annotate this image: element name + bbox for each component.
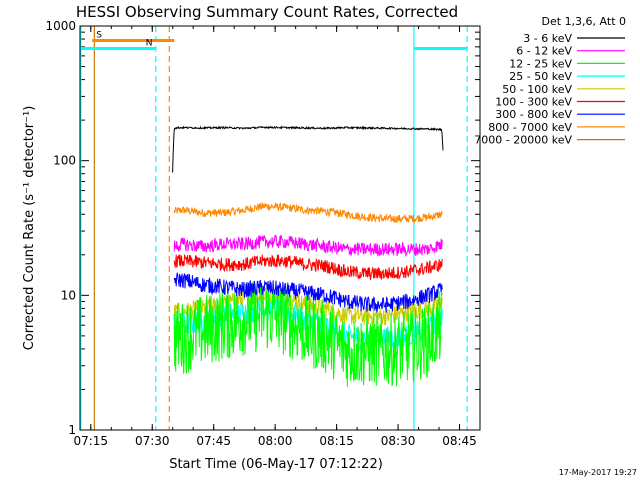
x-tick-label: 07:45 [196,434,231,448]
legend-label: 3 - 6 keV [523,32,572,45]
x-tick-label: 08:15 [319,434,354,448]
x-tick-label: 07:30 [135,434,170,448]
y-tick-label: 10 [61,288,76,302]
legend-label: 300 - 800 keV [495,108,572,121]
series-line [173,202,443,225]
legend-label: 7000 - 20000 keV [474,134,572,147]
chart-ylabel: Corrected Count Rate (s⁻¹ detector⁻¹) [22,106,37,351]
timestamp: 17-May-2017 19:27 [559,468,637,477]
flag-label: S [96,31,102,41]
series-line [173,234,443,258]
y-tick-label: 100 [53,154,76,168]
series-line [173,272,443,314]
series-line [173,287,443,326]
chart-xlabel: Start Time (06-May-17 07:12:22) [169,457,383,472]
series-line [172,125,444,173]
legend-label: 25 - 50 keV [509,70,572,83]
flag-label: N [146,39,153,49]
legend-label: 12 - 25 keV [509,57,572,70]
x-tick-label: 08:45 [442,434,477,448]
legend-label: 100 - 300 keV [495,96,572,109]
legend-title: Det 1,3,6, Att 0 [542,15,626,28]
y-tick-label: 1000 [45,19,76,33]
x-tick-label: 07:15 [73,434,108,448]
chart-title: HESSI Observing Summary Count Rates, Cor… [76,3,458,21]
x-tick-label: 08:00 [258,434,293,448]
legend-label: 6 - 12 keV [516,45,572,58]
x-tick-label: 08:30 [381,434,416,448]
legend-label: 50 - 100 keV [502,83,572,96]
series-line [173,254,443,281]
plot-frame [79,25,481,431]
y-tick-label: 1 [68,423,76,437]
series-line [173,281,443,387]
legend-label: 800 - 7000 keV [488,121,572,134]
